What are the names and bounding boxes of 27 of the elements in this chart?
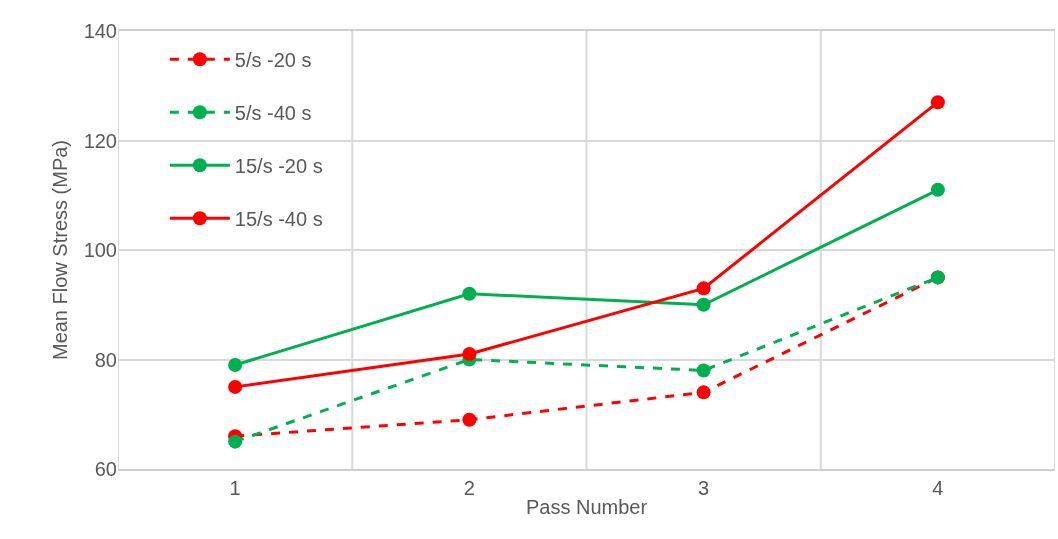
point (696, 385, 711, 400)
y-tick-label: 80 (94, 348, 117, 371)
y-tick-label: 100 (83, 239, 117, 261)
point (696, 281, 711, 296)
point (696, 363, 711, 378)
legend-label: 5/s -20 s (234, 49, 312, 72)
x-tick-label: 2 (463, 477, 475, 499)
x-axis-title: Pass Number (525, 496, 648, 518)
y-tick-label: 60 (94, 458, 117, 480)
point (696, 297, 711, 312)
y-tick-label: 140 (83, 20, 117, 42)
y-tick-label: 120 (83, 129, 117, 152)
legend-label: 15/s -40 s (234, 208, 323, 231)
x-tick-label: 3 (698, 477, 710, 499)
point (462, 347, 477, 362)
point (930, 182, 945, 197)
point (462, 286, 477, 301)
legend-label: 15/s -20 s (234, 155, 323, 178)
x-tick-label: 1 (229, 477, 241, 499)
y-axis-title: Mean Flow Stress (MPa) (49, 139, 72, 361)
point (462, 412, 477, 427)
point (228, 434, 243, 449)
point (228, 379, 243, 394)
x-tick-label: 4 (932, 477, 944, 499)
point (930, 95, 945, 110)
legend-label: 5/s -40 s (234, 102, 312, 125)
point (228, 357, 243, 372)
